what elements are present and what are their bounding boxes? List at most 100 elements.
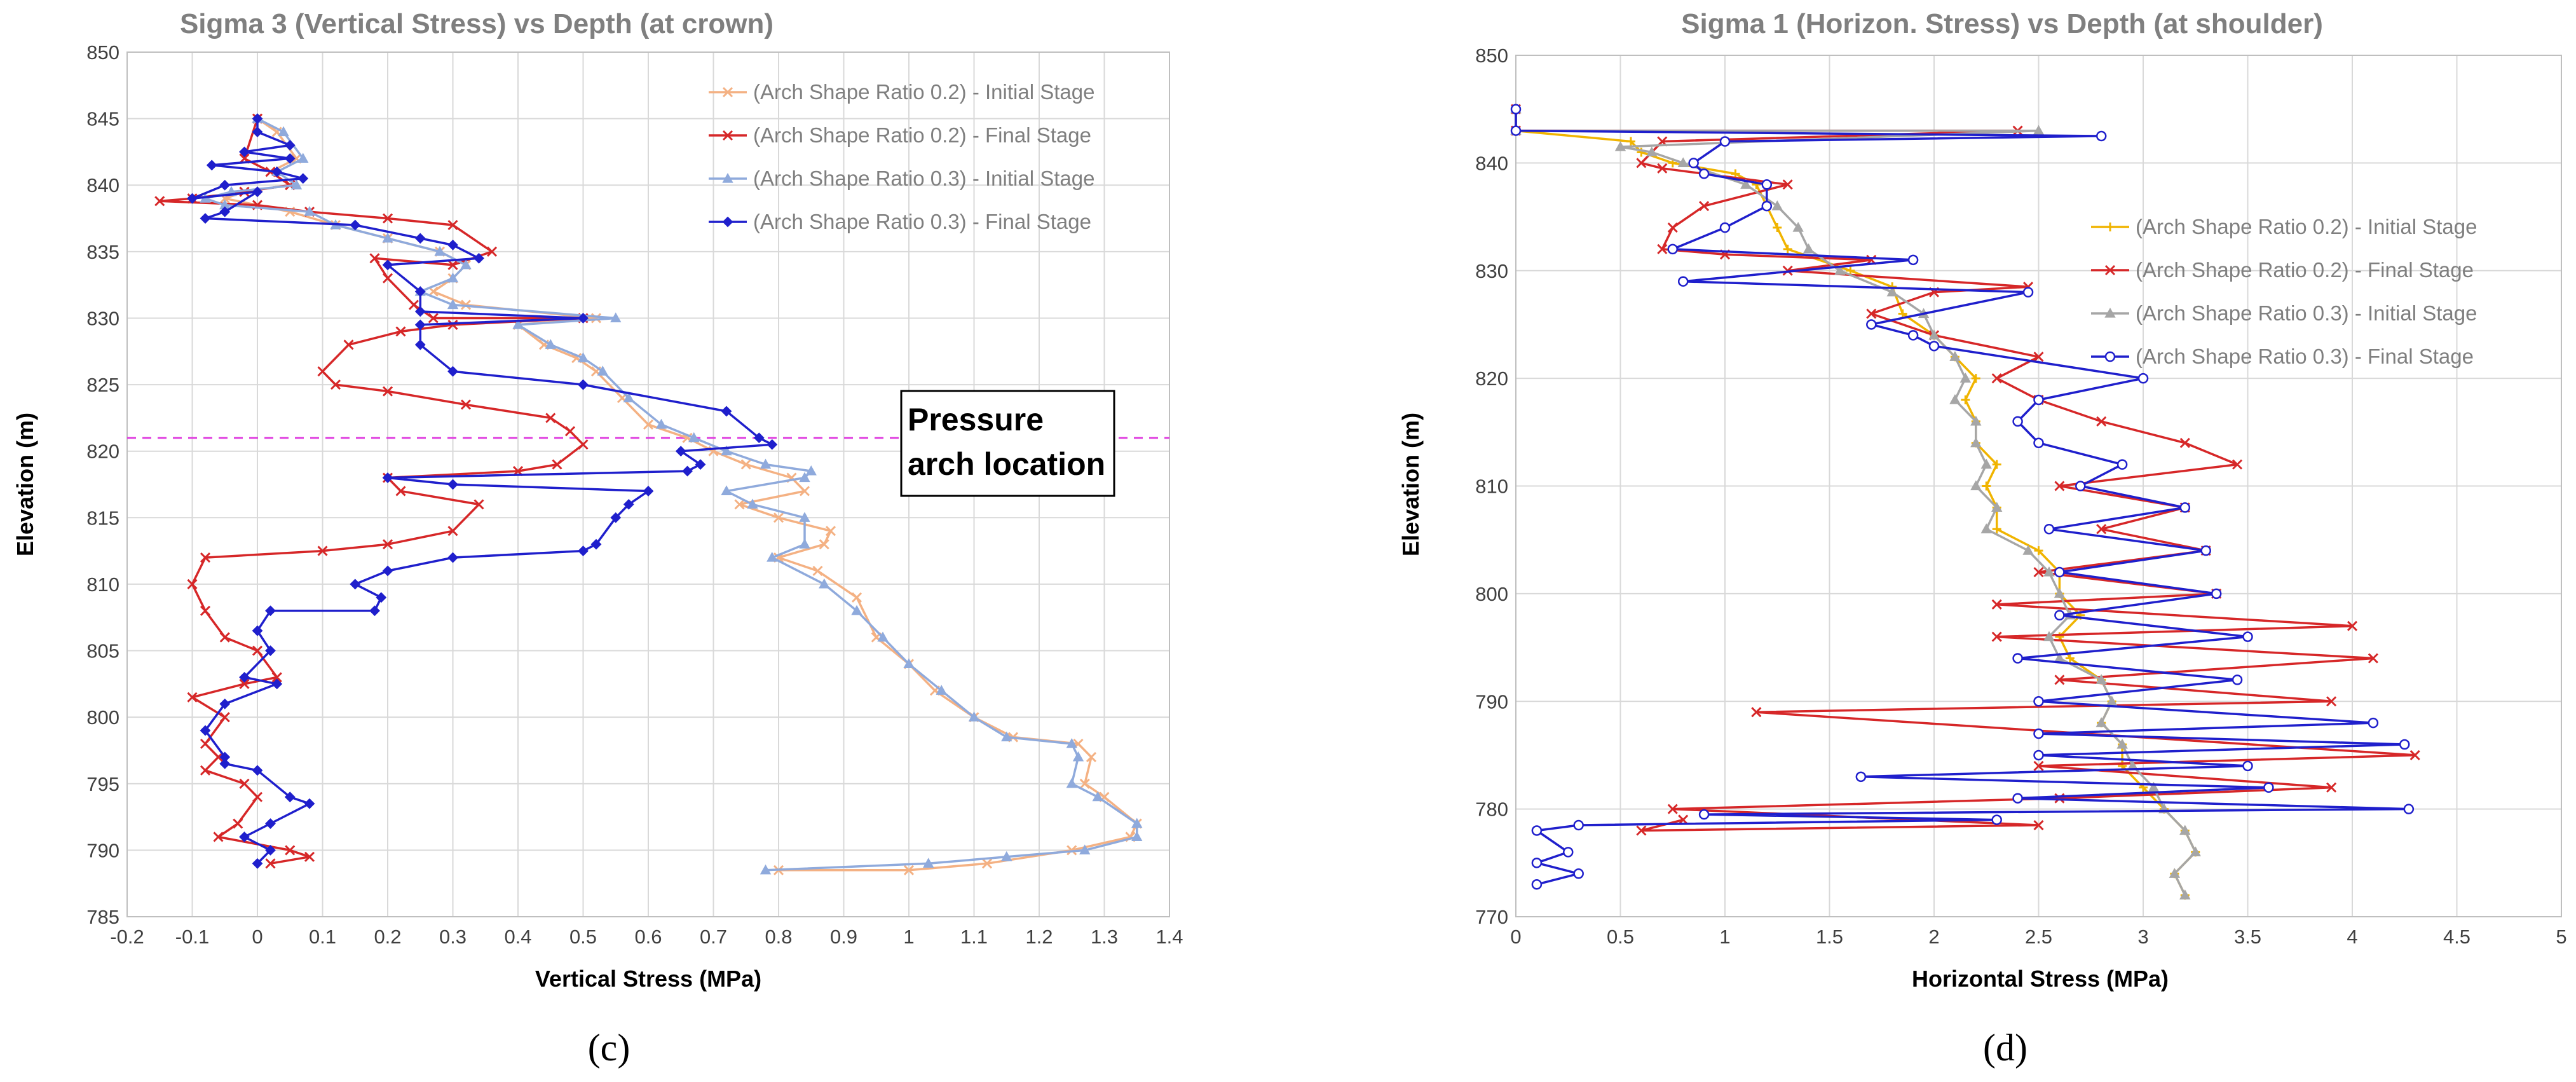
data-point: [414, 233, 426, 244]
data-point: [1949, 394, 1961, 404]
y-tick-label: 790: [1475, 690, 1508, 713]
data-point: [825, 526, 836, 537]
data-point: [252, 645, 263, 656]
data-point: [760, 458, 772, 469]
y-tick-label: 790: [86, 839, 119, 861]
y-tick-label: 850: [86, 41, 119, 64]
data-point: [1782, 179, 1793, 190]
data-point: [1698, 809, 1710, 820]
data-point: [447, 259, 458, 270]
legend-label: (Arch Shape Ratio 0.2) - Final Stage: [753, 123, 1091, 147]
data-point: [2034, 546, 2043, 556]
data-point: [1907, 254, 1919, 266]
data-point: [1699, 201, 1710, 212]
data-point: [2033, 750, 2044, 761]
data-point: [2054, 566, 2065, 578]
data-point: [767, 439, 778, 450]
data-point: [2033, 437, 2044, 448]
x-tick-label: 1.1: [960, 926, 988, 948]
data-point: [447, 219, 458, 231]
data-point: [1771, 200, 1783, 210]
data-point: [1959, 373, 1972, 383]
data-point: [767, 552, 778, 562]
data-point: [903, 865, 915, 875]
y-tick-label: 820: [86, 441, 119, 463]
data-point: [1970, 415, 1982, 426]
data-point: [2347, 620, 2358, 631]
data-point: [799, 472, 810, 483]
data-point: [2096, 717, 2107, 727]
x-tick-label: 3.5: [2234, 926, 2261, 948]
data-point: [590, 313, 602, 324]
data-point: [1066, 777, 1077, 788]
data-point: [2409, 750, 2420, 761]
data-point: [2148, 781, 2160, 792]
data-point: [2096, 416, 2107, 427]
data-point: [382, 213, 393, 224]
data-point: [2326, 696, 2337, 707]
data-point: [447, 366, 458, 377]
data-point: [1531, 879, 1543, 890]
data-point: [2065, 654, 2075, 663]
data-point: [2200, 545, 2211, 556]
data-point: [369, 605, 380, 617]
legend-label: (Arch Shape Ratio 0.2) - Initial Stage: [753, 80, 1094, 104]
data-point: [408, 299, 419, 310]
legend-label: (Arch Shape Ratio 0.3) - Final Stage: [753, 210, 1091, 233]
data-point: [382, 259, 393, 271]
data-point: [721, 406, 732, 417]
data-point: [233, 818, 243, 829]
legend-item: (Arch Shape Ratio 0.2) - Initial Stage: [709, 80, 1094, 104]
data-point: [552, 459, 562, 470]
x-tick-label: -0.2: [110, 926, 144, 948]
data-point: [213, 751, 224, 762]
data-point: [2368, 717, 2379, 729]
data-point: [1991, 814, 2002, 825]
data-point: [2211, 588, 2222, 599]
data-point: [297, 153, 309, 163]
data-point: [350, 219, 361, 231]
chart-horizontal-stress: Sigma 1 (Horizon. Stress) vs Depth (at s…: [1398, 8, 2567, 992]
x-tick-label: 0: [1510, 926, 1521, 948]
x-axis-label: Horizontal Stress (MPa): [1912, 966, 2169, 992]
data-point: [1563, 847, 1574, 858]
legend-marker: [2104, 351, 2116, 362]
legend-label: (Arch Shape Ratio 0.2) - Final Stage: [2136, 258, 2474, 282]
data-point: [1928, 329, 1940, 339]
legend-marker: [722, 216, 733, 228]
data-point: [414, 319, 426, 331]
y-tick-label: 845: [86, 108, 119, 130]
data-point: [1991, 502, 2003, 512]
x-tick-label: 0.6: [634, 926, 662, 948]
data-point: [968, 711, 980, 722]
data-point: [1079, 778, 1090, 789]
x-tick-label: 2: [1928, 926, 1939, 948]
legend-label: (Arch Shape Ratio 0.3) - Initial Stage: [2136, 301, 2477, 325]
data-point: [2326, 782, 2337, 793]
legend-marker: [722, 130, 733, 141]
data-point: [1970, 480, 1982, 491]
legend-marker: [722, 172, 733, 183]
data-point: [578, 313, 589, 324]
data-point: [1072, 751, 1084, 762]
data-point: [265, 818, 276, 829]
data-point: [2106, 695, 2118, 706]
data-point: [1719, 136, 1731, 147]
data-point: [721, 485, 732, 496]
data-point: [1667, 804, 1678, 814]
series-4: [1510, 104, 2415, 890]
data-point: [486, 246, 498, 257]
data-point: [2043, 566, 2055, 577]
data-point: [1792, 221, 1804, 232]
data-point: [343, 339, 354, 350]
data-point: [512, 318, 524, 329]
data-point: [851, 592, 862, 603]
data-point: [819, 539, 829, 550]
data-point: [297, 173, 309, 184]
data-point: [812, 565, 823, 577]
data-point: [200, 605, 211, 616]
data-point: [2399, 739, 2410, 750]
x-tick-label: 1.4: [1155, 926, 1183, 948]
data-point: [290, 179, 303, 189]
data-point: [265, 605, 276, 617]
